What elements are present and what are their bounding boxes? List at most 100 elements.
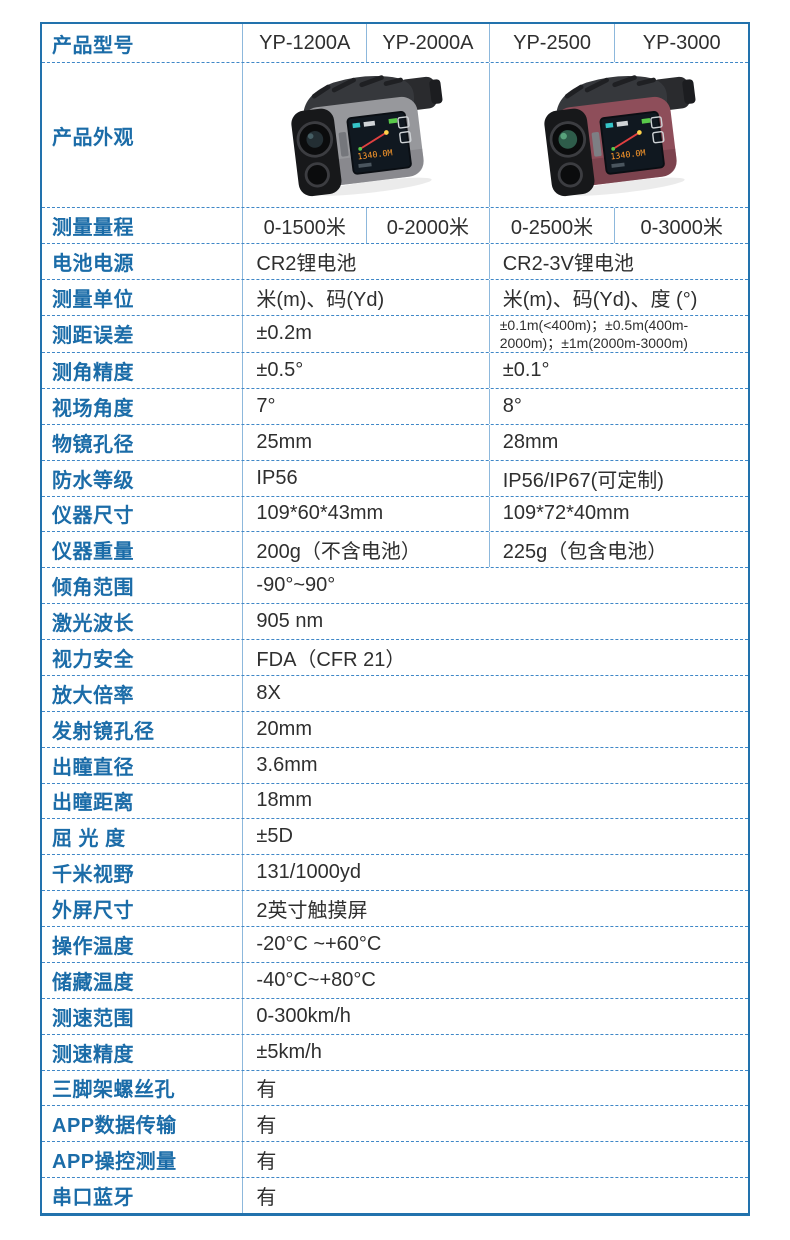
- spec-row: 防水等级 IP56 IP56/IP67(可定制): [42, 459, 748, 496]
- spec-row: 仪器尺寸 109*60*43mm 109*72*40mm: [42, 495, 748, 532]
- spec-value: CR2-3V锂电池: [488, 243, 748, 279]
- spec-value: ±5km/h: [242, 1034, 748, 1070]
- spec-row-label: 串口蓝牙: [52, 1187, 134, 1210]
- spec-value: 18mm: [242, 783, 748, 819]
- product-photo-silver: 1340.0M: [242, 63, 488, 207]
- spec-rows-container: 测量量程 0-1500米 0-2000米 0-2500米 0-3000米 电池电源 CR2锂…: [42, 207, 748, 1213]
- spec-value: 131/1000yd: [242, 855, 748, 891]
- spec-row: 测速精度 ±5km/h: [42, 1033, 748, 1070]
- spec-row-label: 电池电源: [52, 252, 134, 275]
- maroon-rangefinder-image: 1340.0M: [544, 75, 696, 197]
- spec-row: 物镜孔径 25mm 28mm: [42, 423, 748, 460]
- spec-value: 225g（包含电池）: [488, 532, 748, 568]
- spec-value: 3.6mm: [242, 747, 748, 783]
- svg-text:1340.0M: 1340.0M: [610, 147, 646, 161]
- spec-value: 200g（不含电池）: [242, 532, 488, 568]
- spec-value: -40°C~+80°C: [242, 962, 748, 998]
- spec-row: 千米视野 131/1000yd: [42, 854, 748, 891]
- spec-row: 测速范围 0-300km/h: [42, 997, 748, 1034]
- spec-row: 视力安全 FDA（CFR 21）: [42, 639, 748, 675]
- spec-row: APP操控测量 有: [42, 1141, 748, 1178]
- model-name-yp3000: YP-3000: [614, 24, 748, 62]
- spec-row: 电池电源 CR2锂电池 CR2-3V锂电池: [42, 242, 748, 279]
- spec-row-label: 三脚架螺丝孔: [52, 1079, 175, 1102]
- spec-row: 倾角范围 -90°~90°: [42, 567, 748, 604]
- spec-value: 2英寸触摸屏: [242, 891, 748, 926]
- silver-rangefinder-image: 1340.0M: [291, 75, 443, 197]
- spec-value: 有: [242, 1142, 748, 1178]
- spec-row-label: 视场角度: [52, 397, 134, 420]
- product-spec-table: 产品型号 YP-1200A YP-2000A YP-2500 YP-3000 产…: [40, 22, 750, 1216]
- spec-value: 有: [242, 1178, 748, 1213]
- spec-row-label: 仪器重量: [52, 541, 134, 564]
- svg-text:1340.0M: 1340.0M: [357, 147, 393, 161]
- spec-value: 0-300km/h: [242, 998, 748, 1034]
- spec-row: 仪器重量 200g（不含电池） 225g（包含电池）: [42, 531, 748, 568]
- spec-value: 0-3000米: [614, 208, 748, 243]
- spec-row: 视场角度 7° 8°: [42, 387, 748, 424]
- spec-row-label: 出瞳距离: [52, 792, 134, 815]
- spec-value: 28mm: [488, 424, 748, 460]
- spec-row: 放大倍率 8X: [42, 674, 748, 711]
- spec-row: 发射镜孔径 20mm: [42, 710, 748, 747]
- spec-value: 7°: [242, 388, 488, 424]
- model-name-yp2500: YP-2500: [488, 24, 615, 62]
- spec-row-label: 仪器尺寸: [52, 505, 134, 528]
- spec-row-label: 放大倍率: [52, 684, 134, 707]
- spec-row: 测角精度 ±0.5° ±0.1°: [42, 352, 748, 388]
- spec-value: 米(m)、码(Yd): [242, 279, 488, 315]
- spec-row-label: 出瞳直径: [52, 756, 134, 779]
- spec-value: 905 nm: [242, 604, 748, 639]
- spec-value: CR2锂电池: [242, 243, 488, 279]
- spec-value: 109*72*40mm: [488, 496, 748, 532]
- spec-row-label: 测速精度: [52, 1043, 134, 1066]
- spec-row-label: 测量单位: [52, 288, 134, 311]
- spec-row: 激光波长 905 nm: [42, 603, 748, 639]
- spec-row: APP数据传输 有: [42, 1105, 748, 1142]
- spec-value: ±0.5°: [242, 353, 488, 388]
- model-name-yp2000a: YP-2000A: [366, 24, 489, 62]
- spec-value: 8X: [242, 675, 748, 711]
- spec-row-label: 倾角范围: [52, 577, 134, 600]
- spec-row-label: 操作温度: [52, 935, 134, 958]
- spec-row: 串口蓝牙 有: [42, 1177, 748, 1213]
- spec-row-label: 物镜孔径: [52, 433, 134, 456]
- spec-row-label: 测速范围: [52, 1007, 134, 1030]
- spec-value: -20°C ~+60°C: [242, 927, 748, 962]
- spec-value: 有: [242, 1106, 748, 1142]
- spec-row: 外屏尺寸 2英寸触摸屏: [42, 890, 748, 926]
- spec-value: 8°: [488, 388, 748, 424]
- spec-row-label: 千米视野: [52, 864, 134, 887]
- spec-row: 测量量程 0-1500米 0-2000米 0-2500米 0-3000米: [42, 207, 748, 243]
- model-name-yp1200a: YP-1200A: [242, 24, 366, 62]
- header-label: 产品型号: [52, 34, 134, 57]
- spec-value: ±5D: [242, 819, 748, 855]
- spec-row-label: 激光波长: [52, 613, 134, 636]
- spec-value: ±0.1m(<400m)；±0.5m(400m-2000m)；±1m(2000m…: [488, 315, 748, 352]
- spec-row: 出瞳距离 18mm: [42, 782, 748, 819]
- spec-value: 20mm: [242, 711, 748, 747]
- spec-row: 测量单位 米(m)、码(Yd) 米(m)、码(Yd)、度 (°): [42, 278, 748, 315]
- spec-row: 操作温度 -20°C ~+60°C: [42, 926, 748, 962]
- spec-row-label: 防水等级: [52, 469, 134, 492]
- spec-value: ±0.2m: [242, 315, 488, 352]
- spec-value: -90°~90°: [242, 568, 748, 604]
- spec-row-label: 发射镜孔径: [52, 720, 155, 743]
- spec-row-label: 测距误差: [52, 325, 134, 348]
- spec-value: 0-2000米: [366, 208, 489, 243]
- spec-row-label: APP数据传输: [52, 1115, 177, 1138]
- spec-value: ±0.1°: [488, 353, 748, 388]
- spec-value: IP56: [242, 460, 488, 496]
- spec-row-label: 视力安全: [52, 648, 134, 671]
- product-photo-maroon: 1340.0M: [488, 63, 748, 207]
- spec-row: 屈 光 度 ±5D: [42, 818, 748, 855]
- spec-row: 出瞳直径 3.6mm: [42, 746, 748, 783]
- spec-row-label: 测量量程: [52, 216, 134, 239]
- spec-value: 109*60*43mm: [242, 496, 488, 532]
- appearance-label: 产品外观: [52, 126, 134, 149]
- spec-value: 米(m)、码(Yd)、度 (°): [488, 279, 748, 315]
- spec-row: 三脚架螺丝孔 有: [42, 1069, 748, 1106]
- spec-value: 0-1500米: [242, 208, 366, 243]
- table-header-row: 产品型号 YP-1200A YP-2000A YP-2500 YP-3000: [42, 24, 748, 62]
